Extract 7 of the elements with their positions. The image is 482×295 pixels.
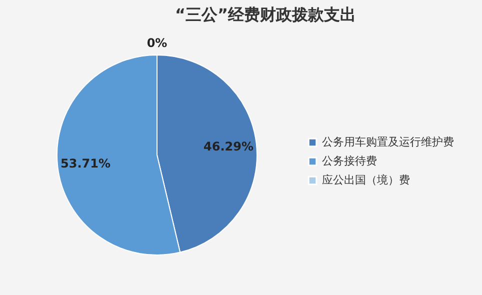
chart-title: “三公”经费财政拨款支出 [175,5,356,24]
legend-label: 应公出国（境）费 [322,174,410,186]
data-label: 53.71% [60,156,110,170]
legend-label: 公务接待费 [322,154,377,168]
legend-label: 公务用车购置及运行维护费 [322,136,454,148]
data-label: 46.29% [204,140,254,154]
text: 0% [146,36,168,50]
